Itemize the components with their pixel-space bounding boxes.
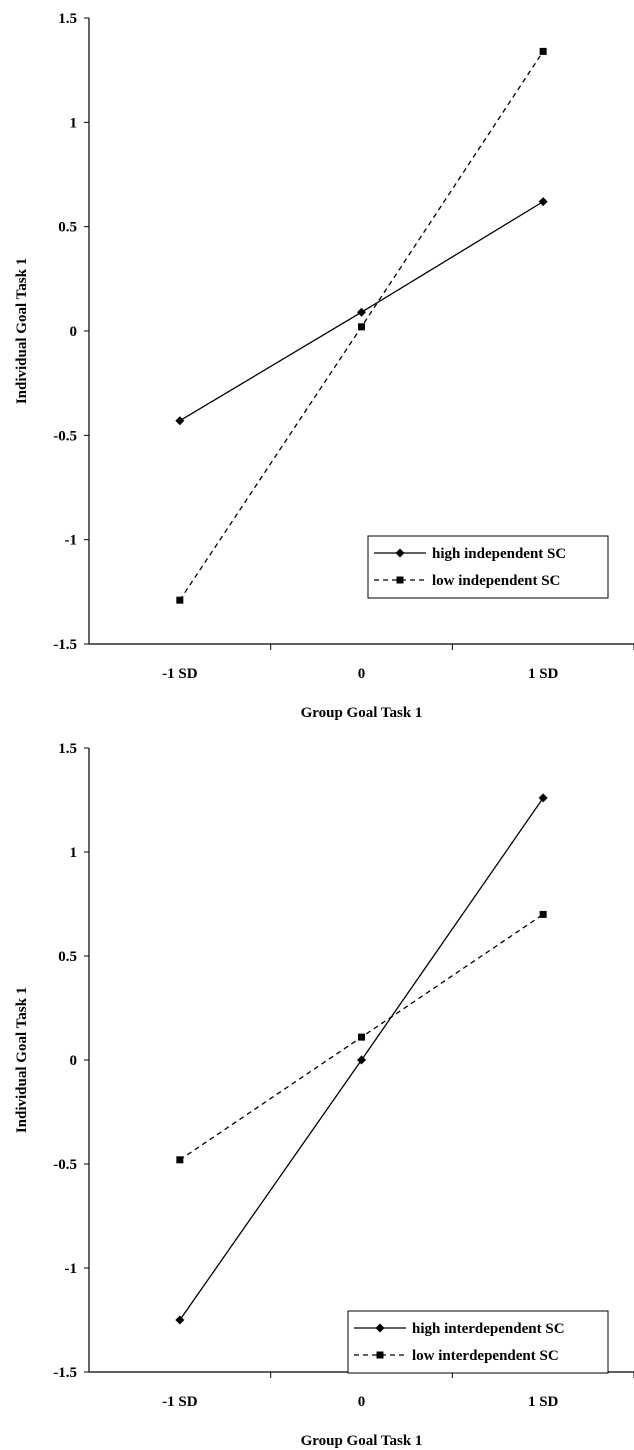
data-point-1: [357, 1055, 366, 1065]
y-tick-label: 1: [70, 115, 78, 131]
legend-marker-2: [376, 1351, 384, 1359]
legend-label-1: high interdependent SC: [412, 1321, 565, 1337]
y-tick-label: 0: [70, 1053, 78, 1069]
y-tick-label: 1.5: [58, 741, 77, 757]
y-tick-label: 1: [70, 845, 78, 861]
y-tick-label: 0: [70, 324, 78, 340]
legend: high independent SC low independent SC: [367, 535, 609, 599]
legend-box: [367, 535, 609, 599]
x-tick-label: 1 SD: [528, 1394, 559, 1410]
y-tick-label: -1: [65, 533, 78, 549]
legend-label-2: low independent SC: [432, 573, 560, 589]
x-tick-label: 0: [358, 666, 366, 682]
data-point-1: [175, 1315, 185, 1325]
y-tick-label: -0.5: [53, 1157, 77, 1173]
data-point-1: [357, 307, 366, 317]
y-tick-label: -1.5: [53, 637, 77, 653]
y-tick-label: 1.5: [58, 11, 77, 27]
legend-marker-1: [375, 1323, 385, 1333]
legend-label-2: low interdependent SC: [412, 1348, 559, 1364]
legend-marker-2: [396, 576, 404, 584]
x-tick-label: 1 SD: [528, 666, 559, 682]
legend: high interdependent SC low interdependent…: [347, 1310, 609, 1374]
legend-label-1: high independent SC: [432, 546, 566, 562]
x-tick-label: -1 SD: [162, 1394, 198, 1410]
chart-panel-2: 1.5 1 0.5 0 -0.5 -1 -1.5 -1 SD 0 1 SD Group Goal T…: [14, 741, 634, 1449]
y-tick-label: 0.5: [58, 220, 77, 236]
y-tick-label: 0.5: [58, 949, 77, 965]
y-axis-title: Individual Goal Task 1: [14, 987, 30, 1133]
y-tick-label: -0.5: [53, 428, 77, 444]
data-point-2: [358, 1033, 365, 1041]
data-point-2: [539, 910, 547, 918]
data-point-1: [538, 793, 548, 803]
data-point-2: [176, 1156, 184, 1164]
legend-marker-1: [395, 548, 405, 558]
data-point-2: [358, 323, 365, 331]
data-point-2: [539, 47, 547, 55]
y-tick-label: -1: [65, 1261, 78, 1277]
x-tick-label: -1 SD: [162, 666, 198, 682]
data-point-2: [176, 596, 184, 604]
x-axis-title: Group Goal Task 1: [301, 705, 423, 721]
y-axis-title: Individual Goal Task 1: [14, 258, 30, 404]
x-tick-label: 0: [358, 1394, 366, 1410]
data-point-1: [538, 197, 548, 207]
legend-box: [347, 1310, 609, 1374]
chart-panel-1: 1.5 1 0.5 0 -0.5 -1 -1.5 -1 SD 0 1 SD Group Goal T…: [14, 11, 634, 721]
x-axis-title: Group Goal Task 1: [301, 1433, 423, 1449]
data-point-1: [175, 416, 185, 426]
y-tick-label: -1.5: [53, 1365, 77, 1381]
